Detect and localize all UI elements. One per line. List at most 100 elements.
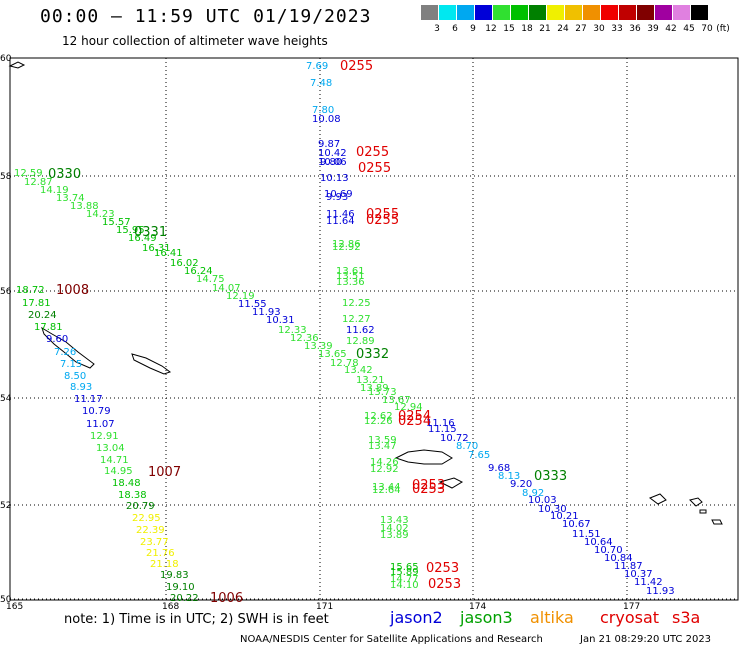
wave-height-label: 9.93 [326,192,348,203]
wave-height-label: 15.57 [102,217,131,228]
wave-height-label: 19.10 [166,582,195,593]
legend-swatch [637,5,654,20]
wave-height-label: 14.95 [104,466,133,477]
wave-height-label: 14.75 [196,274,225,285]
wave-height-label: 7.26 [54,347,76,358]
wave-height-label: 12.59 [14,168,43,179]
wave-height-label: 18.72 [16,285,45,296]
legend-label: 3 [434,24,440,34]
wave-height-label: 12.86 [332,239,361,250]
wave-height-label: 12.62 [364,411,393,422]
wave-height-label: 16.24 [184,266,213,277]
island-shape [41,326,95,369]
legend-swatch [583,5,600,20]
pass-time-label: 1007 [148,465,181,480]
wave-height-label: 12.36 [290,333,319,344]
wave-height-label: 14.23 [86,209,115,220]
wave-height-label: 13.51 [336,271,365,282]
lon-label: 177 [623,602,640,612]
legend-swatch [421,5,438,20]
legend-label: 18 [521,24,533,34]
pass-time-label: 0254 [398,414,431,429]
wave-height-label: 12.33 [278,325,307,336]
pass-time-label: 0333 [534,469,567,484]
credit-line: NOAA/NESDIS Center for Satellite Applica… [240,634,543,645]
wave-height-label: 13.59 [368,435,397,446]
legend-swatch [475,5,492,20]
legend-label: 30 [593,24,605,34]
legend-swatch [457,5,474,20]
lon-label: 174 [469,602,486,612]
wave-height-label: 14.26 [370,457,399,468]
pass-time-label: 0255 [340,59,373,74]
pass-time-label: 0253 [426,561,459,576]
wave-height-label: 10.37 [624,569,653,580]
wave-height-label: 11.93 [252,307,281,318]
wave-height-label: 10.13 [320,173,349,184]
wave-height-label: 11.87 [614,561,643,572]
wave-height-label: 10.69 [324,189,353,200]
pass-time-label: 0255 [358,161,391,176]
wave-height-label: 10.06 [318,157,347,168]
wave-height-label: 10.84 [604,553,633,564]
island-shape [394,449,453,465]
footer-note: note: 1) Time is in UTC; 2) SWH is in fe… [64,612,329,627]
wave-height-label: 12.78 [330,358,359,369]
wave-height-label: 22.39 [136,525,165,536]
legend-label: 15 [503,24,515,34]
wave-height-label: 11.64 [326,216,355,227]
wave-height-label: 14.77 [390,574,419,585]
generated-timestamp: Jan 21 08:29:20 UTC 2023 [580,634,712,645]
pass-time-label: 0253 [428,577,461,592]
wave-height-label: 16.02 [170,258,199,269]
wave-height-label: 12.91 [90,431,119,442]
legend-label: 36 [629,24,641,34]
wave-height-label: 13.43 [380,515,409,526]
wave-height-label: 20.24 [28,310,57,321]
wave-height-label: 14.07 [212,283,241,294]
wave-height-label: 19.83 [160,570,189,581]
wave-height-label: 11.15 [428,424,457,435]
legend-swatch [439,5,456,20]
wave-height-label: 8.13 [498,471,520,482]
wave-height-label: 12.19 [226,291,255,302]
legend-label: 42 [665,24,677,34]
wave-height-label: 13.61 [336,266,365,277]
wave-height-label: 12.92 [370,464,399,475]
wave-height-label: 13.67 [382,395,411,406]
wave-height-label: 8.70 [456,441,478,452]
satellite-altika: altika [530,608,574,627]
wave-height-label: 12.25 [342,298,371,309]
legend-label: 33 [611,24,623,34]
wave-height-label: 13.89 [380,530,409,541]
pass-time-label: 0253 [412,482,445,497]
wave-height-label: 12.27 [342,314,371,325]
legend-label: 45 [683,24,695,34]
wave-height-label: 15.65 [390,562,419,573]
wave-height-label: 16.31 [142,243,171,254]
wave-height-label: 10.03 [528,495,557,506]
wave-height-label: 10.08 [312,114,341,125]
wave-height-label: 10.67 [562,519,591,530]
wave-height-label: 7.15 [60,359,82,370]
wave-height-label: 17.81 [22,298,51,309]
lon-label: 168 [162,602,179,612]
wave-height-label: 10.21 [550,511,579,522]
wave-height-label: 12.89 [346,336,375,347]
wave-height-label: 14.19 [40,185,69,196]
wave-height-label: 11.51 [572,529,601,540]
wave-height-label: 10.79 [82,406,111,417]
pass-time-label: 0253 [412,478,445,493]
legend-label: 27 [575,24,587,34]
pass-time-label: 0254 [398,409,431,424]
wave-height-label: 8.92 [522,488,544,499]
wave-height-label: 10.30 [538,504,567,515]
wave-height-label: 10.64 [584,537,613,548]
wave-height-label: 12.64 [372,485,401,496]
wave-height-label: 14.71 [100,455,129,466]
legend-swatch [619,5,636,20]
wave-height-label: 13.65 [318,349,347,360]
island-shape [438,477,464,489]
wave-height-label: 13.04 [96,443,125,454]
